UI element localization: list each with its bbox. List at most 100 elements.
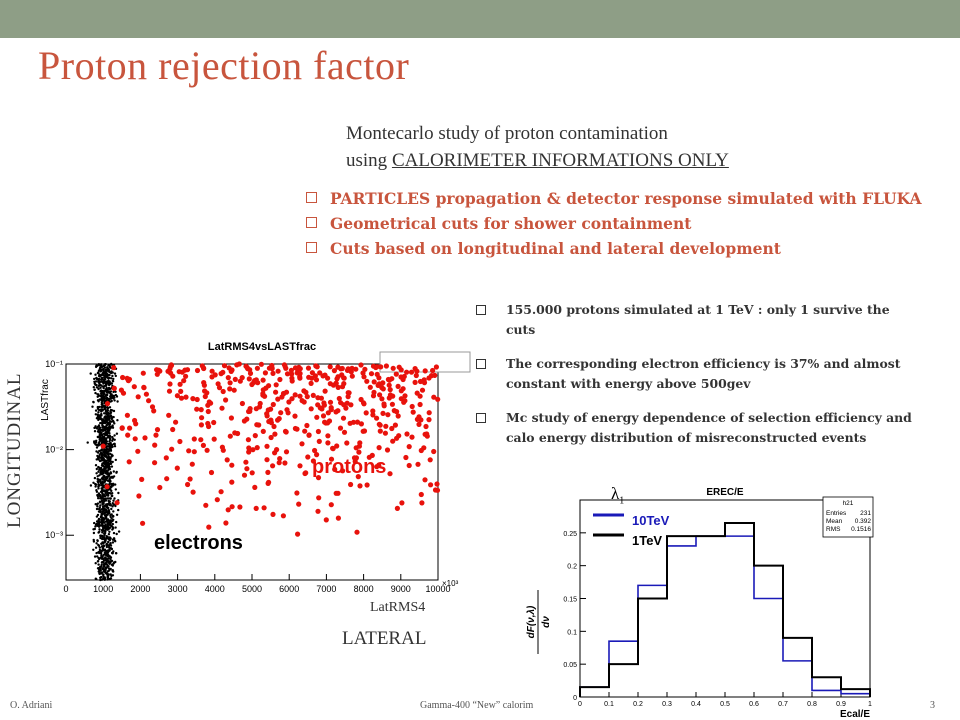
electron-point <box>109 410 112 413</box>
proton-point <box>396 364 402 370</box>
electron-point <box>106 570 110 573</box>
electron-point <box>106 554 110 557</box>
proton-point <box>271 423 277 430</box>
electron-point <box>101 409 104 412</box>
electron-point <box>94 426 97 429</box>
electron-point <box>103 438 106 441</box>
proton-point <box>312 447 318 454</box>
hist-stats-name: h21 <box>843 500 854 507</box>
electron-point <box>102 553 106 556</box>
proton-point <box>221 363 228 369</box>
hist-ytick-label: 0.2 <box>567 564 577 571</box>
electron-point <box>99 421 102 425</box>
scatter-xtick-label: 3000 <box>168 584 188 594</box>
proton-point <box>185 481 191 488</box>
proton-point <box>273 382 279 388</box>
electron-point <box>104 388 108 391</box>
proton-point <box>125 432 131 438</box>
latrms-axis-label: LatRMS4 <box>370 600 426 615</box>
electron-point <box>99 552 103 555</box>
proton-point <box>308 406 314 412</box>
electron-point <box>112 377 115 381</box>
proton-point <box>177 381 183 387</box>
proton-point <box>194 367 201 374</box>
electron-point <box>104 489 108 492</box>
lambda-subscript: 1 <box>619 495 625 507</box>
electron-point <box>102 450 105 453</box>
proton-point <box>390 438 396 444</box>
proton-point <box>297 370 303 377</box>
electron-point <box>100 553 103 557</box>
electron-point <box>108 417 111 420</box>
proton-point <box>379 396 385 402</box>
electron-point <box>113 438 116 441</box>
electron-point <box>96 505 99 508</box>
electron-point <box>95 386 99 389</box>
proton-point <box>299 398 305 404</box>
electron-point <box>100 565 103 568</box>
proton-point <box>278 410 284 416</box>
proton-point <box>219 405 225 411</box>
electron-point <box>105 516 108 519</box>
proton-point <box>354 419 361 425</box>
proton-point <box>316 438 322 444</box>
proton-point <box>430 367 436 374</box>
electron-point <box>103 505 106 508</box>
proton-point <box>283 429 289 435</box>
electron-point <box>95 458 98 461</box>
proton-point <box>126 459 132 465</box>
proton-point <box>383 423 389 429</box>
proton-point <box>289 371 295 377</box>
electron-point <box>105 513 108 517</box>
hist-ylabel-numerator: dF(ν,λ) <box>526 605 537 638</box>
electrons-annotation: electrons <box>154 532 243 554</box>
proton-point <box>389 376 395 382</box>
proton-point <box>119 425 125 431</box>
scatter-plot: LatRMS4vsLASTfrac LASTfrac 0 1000 2000 3000 4… <box>40 341 471 594</box>
proton-point <box>253 505 259 511</box>
electron-point <box>114 526 117 529</box>
proton-point <box>260 391 266 397</box>
proton-point <box>403 454 409 461</box>
proton-point <box>402 393 408 399</box>
electron-point <box>98 474 101 477</box>
proton-point <box>280 390 287 397</box>
electron-point <box>105 440 108 443</box>
electron-point <box>102 559 106 562</box>
detail-bullet-text: Mc study of energy dependence of selecti… <box>506 410 912 445</box>
electron-point <box>108 425 111 428</box>
proton-point <box>310 458 316 464</box>
proton-point <box>418 447 424 454</box>
hist-ylabel: dF(ν,λ) dν <box>526 590 552 654</box>
lateral-label: LATERAL <box>342 628 427 649</box>
scatter-xtick-label: 2000 <box>130 584 150 594</box>
electron-point <box>102 394 105 398</box>
electron-point <box>100 561 104 564</box>
proton-point <box>305 365 312 371</box>
proton-point <box>348 369 354 375</box>
electron-point <box>101 376 104 380</box>
hist-ytick-label: 0 <box>573 695 577 702</box>
electron-point <box>113 434 116 437</box>
proton-point <box>316 495 322 501</box>
electron-point <box>104 529 107 533</box>
electron-point <box>109 437 112 441</box>
proton-point <box>227 380 233 386</box>
electron-point <box>108 406 112 409</box>
electron-point <box>109 519 112 522</box>
proton-point <box>218 371 224 377</box>
electron-point <box>96 539 99 543</box>
proton-point <box>330 446 336 452</box>
proton-point <box>432 372 438 378</box>
electron-point <box>95 542 98 545</box>
proton-point <box>389 425 395 432</box>
electron-point <box>97 470 100 473</box>
electron-point <box>104 363 107 366</box>
proton-point <box>277 456 283 462</box>
electron-point <box>101 567 105 571</box>
proton-point <box>131 384 137 390</box>
proton-point <box>297 393 303 399</box>
electron-point <box>95 467 98 471</box>
proton-point <box>264 457 270 463</box>
proton-point <box>292 425 298 432</box>
